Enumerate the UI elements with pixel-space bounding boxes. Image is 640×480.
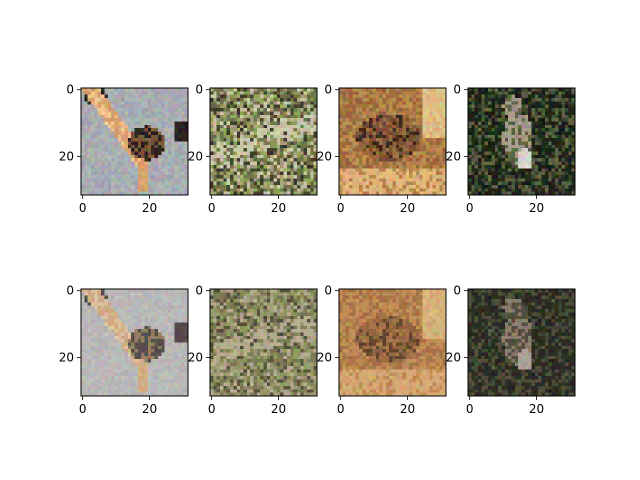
pixel-image — [468, 289, 576, 397]
image-panel-original-4: 0 20 0 20 — [446, 83, 576, 215]
y-tick-label: 0 — [66, 284, 74, 298]
x-tick-label: 20 — [271, 201, 286, 215]
axes-frame — [467, 288, 576, 397]
pixel-image — [339, 88, 447, 196]
image-panel-reconstruction-4: 0 20 0 20 — [446, 284, 576, 416]
y-tick-label: 20 — [446, 351, 461, 365]
axes-frame — [467, 87, 576, 196]
image-panel-reconstruction-1: 0 20 0 20 — [59, 284, 189, 416]
x-tick-label: 0 — [79, 402, 87, 416]
x-tick-label: 0 — [466, 402, 474, 416]
x-tick-label: 20 — [271, 402, 286, 416]
y-tick-label: 0 — [66, 83, 74, 97]
axes-frame — [338, 87, 447, 196]
y-tick-label: 20 — [188, 351, 203, 365]
x-tick-label: 0 — [79, 201, 87, 215]
y-tick-label: 0 — [453, 284, 461, 298]
y-tick-label: 20 — [59, 150, 74, 164]
x-tick-label: 0 — [337, 201, 345, 215]
x-tick-label: 20 — [529, 402, 544, 416]
y-tick-label: 0 — [324, 83, 332, 97]
pixel-image — [210, 88, 318, 196]
y-tick-label: 0 — [195, 83, 203, 97]
image-panel-reconstruction-2: 0 20 0 20 — [188, 284, 318, 416]
x-tick-label: 20 — [400, 402, 415, 416]
x-tick-label: 20 — [529, 201, 544, 215]
y-tick-label: 20 — [317, 351, 332, 365]
y-tick-label: 20 — [317, 150, 332, 164]
pixel-image — [339, 289, 447, 397]
x-tick-label: 0 — [208, 201, 216, 215]
image-panel-reconstruction-3: 0 20 0 20 — [317, 284, 447, 416]
x-tick-label: 0 — [208, 402, 216, 416]
pixel-image — [81, 289, 189, 397]
image-panel-original-3: 0 20 0 20 — [317, 83, 447, 215]
pixel-image — [468, 88, 576, 196]
y-tick-label: 20 — [188, 150, 203, 164]
y-tick-label: 20 — [59, 351, 74, 365]
axes-frame — [338, 288, 447, 397]
x-tick-label: 0 — [337, 402, 345, 416]
y-tick-label: 0 — [324, 284, 332, 298]
axes-frame — [80, 288, 189, 397]
y-tick-label: 0 — [453, 83, 461, 97]
pixel-image — [210, 289, 318, 397]
image-panel-original-1: 0 20 0 20 — [59, 83, 189, 215]
pixel-image — [81, 88, 189, 196]
y-tick-label: 0 — [195, 284, 203, 298]
x-tick-label: 20 — [142, 402, 157, 416]
x-tick-label: 20 — [142, 201, 157, 215]
axes-frame — [209, 87, 318, 196]
axes-frame — [209, 288, 318, 397]
x-tick-label: 0 — [466, 201, 474, 215]
x-tick-label: 20 — [400, 201, 415, 215]
axes-frame — [80, 87, 189, 196]
image-panel-original-2: 0 20 0 20 — [188, 83, 318, 215]
y-tick-label: 20 — [446, 150, 461, 164]
